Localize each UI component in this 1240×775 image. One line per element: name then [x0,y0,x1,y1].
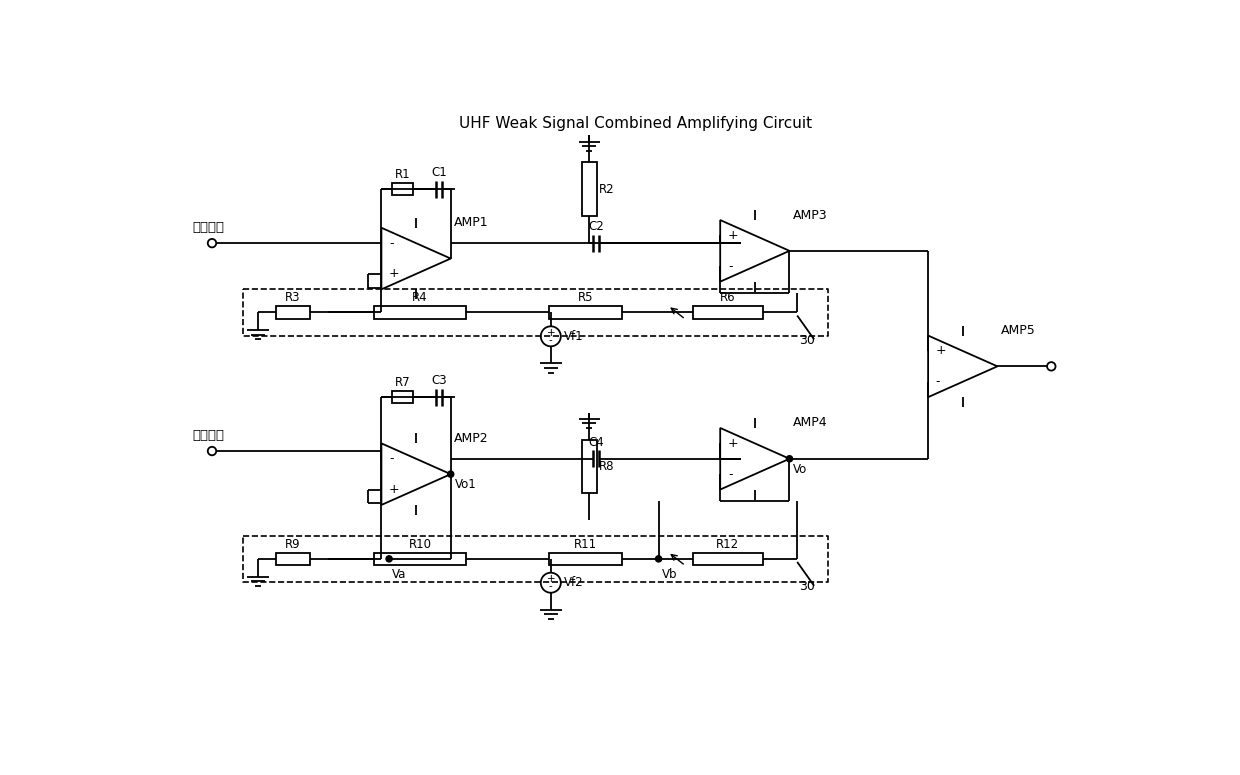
Text: +: + [389,267,399,281]
Text: R1: R1 [394,168,410,181]
Circle shape [448,471,454,477]
Text: AMP4: AMP4 [792,416,827,429]
Text: +: + [936,344,946,357]
Text: R11: R11 [574,538,596,551]
Text: R12: R12 [717,538,739,551]
Bar [392,183,413,195]
Text: R8: R8 [599,460,615,473]
Text: Vf2: Vf2 [564,577,584,589]
Text: AMP3: AMP3 [792,208,827,222]
Bar [275,306,310,319]
Text: -: - [389,453,393,465]
Text: +: + [728,229,739,242]
Bar [275,553,310,565]
Bar [373,553,466,565]
Bar [549,553,622,565]
Bar [693,553,763,565]
Text: C2: C2 [588,220,604,233]
Bar [373,306,466,319]
Text: R6: R6 [720,291,735,305]
Text: +: + [728,437,739,450]
Bar [392,391,413,403]
Text: -: - [549,335,553,345]
Text: R9: R9 [285,538,300,551]
Text: AMP1: AMP1 [454,216,489,229]
Text: Va: Va [392,568,407,581]
Bar [549,306,622,319]
Text: 噪声信号: 噪声信号 [192,429,224,442]
Text: Vo: Vo [794,463,807,476]
Text: +: + [547,328,556,338]
Text: R4: R4 [412,291,428,305]
Bar [693,306,763,319]
Text: -: - [936,375,940,388]
Text: -: - [549,581,553,591]
Bar [582,162,596,216]
Text: +: + [389,483,399,496]
Text: R2: R2 [599,183,615,196]
Text: +: + [547,574,556,584]
Circle shape [656,556,662,562]
Text: R7: R7 [394,376,410,389]
Circle shape [786,456,792,462]
Text: C1: C1 [432,167,448,179]
Text: -: - [728,467,733,480]
Text: -: - [389,236,393,250]
Text: Vb: Vb [662,568,677,581]
Text: R3: R3 [285,291,300,305]
Text: 30: 30 [800,580,816,594]
Text: R10: R10 [408,538,432,551]
Text: Vo1: Vo1 [455,478,476,491]
Text: R5: R5 [578,291,593,305]
Text: 输入信号: 输入信号 [192,221,224,234]
Circle shape [386,556,392,562]
Text: 30: 30 [800,334,816,347]
Text: Vf1: Vf1 [564,330,584,343]
Text: -: - [728,260,733,273]
Text: C4: C4 [588,436,604,449]
Text: AMP2: AMP2 [454,432,489,445]
Bar [582,439,596,494]
Text: AMP5: AMP5 [1001,324,1035,337]
Text: C3: C3 [432,374,446,388]
Text: UHF Weak Signal Combined Amplifying Circuit: UHF Weak Signal Combined Amplifying Circ… [459,116,812,131]
